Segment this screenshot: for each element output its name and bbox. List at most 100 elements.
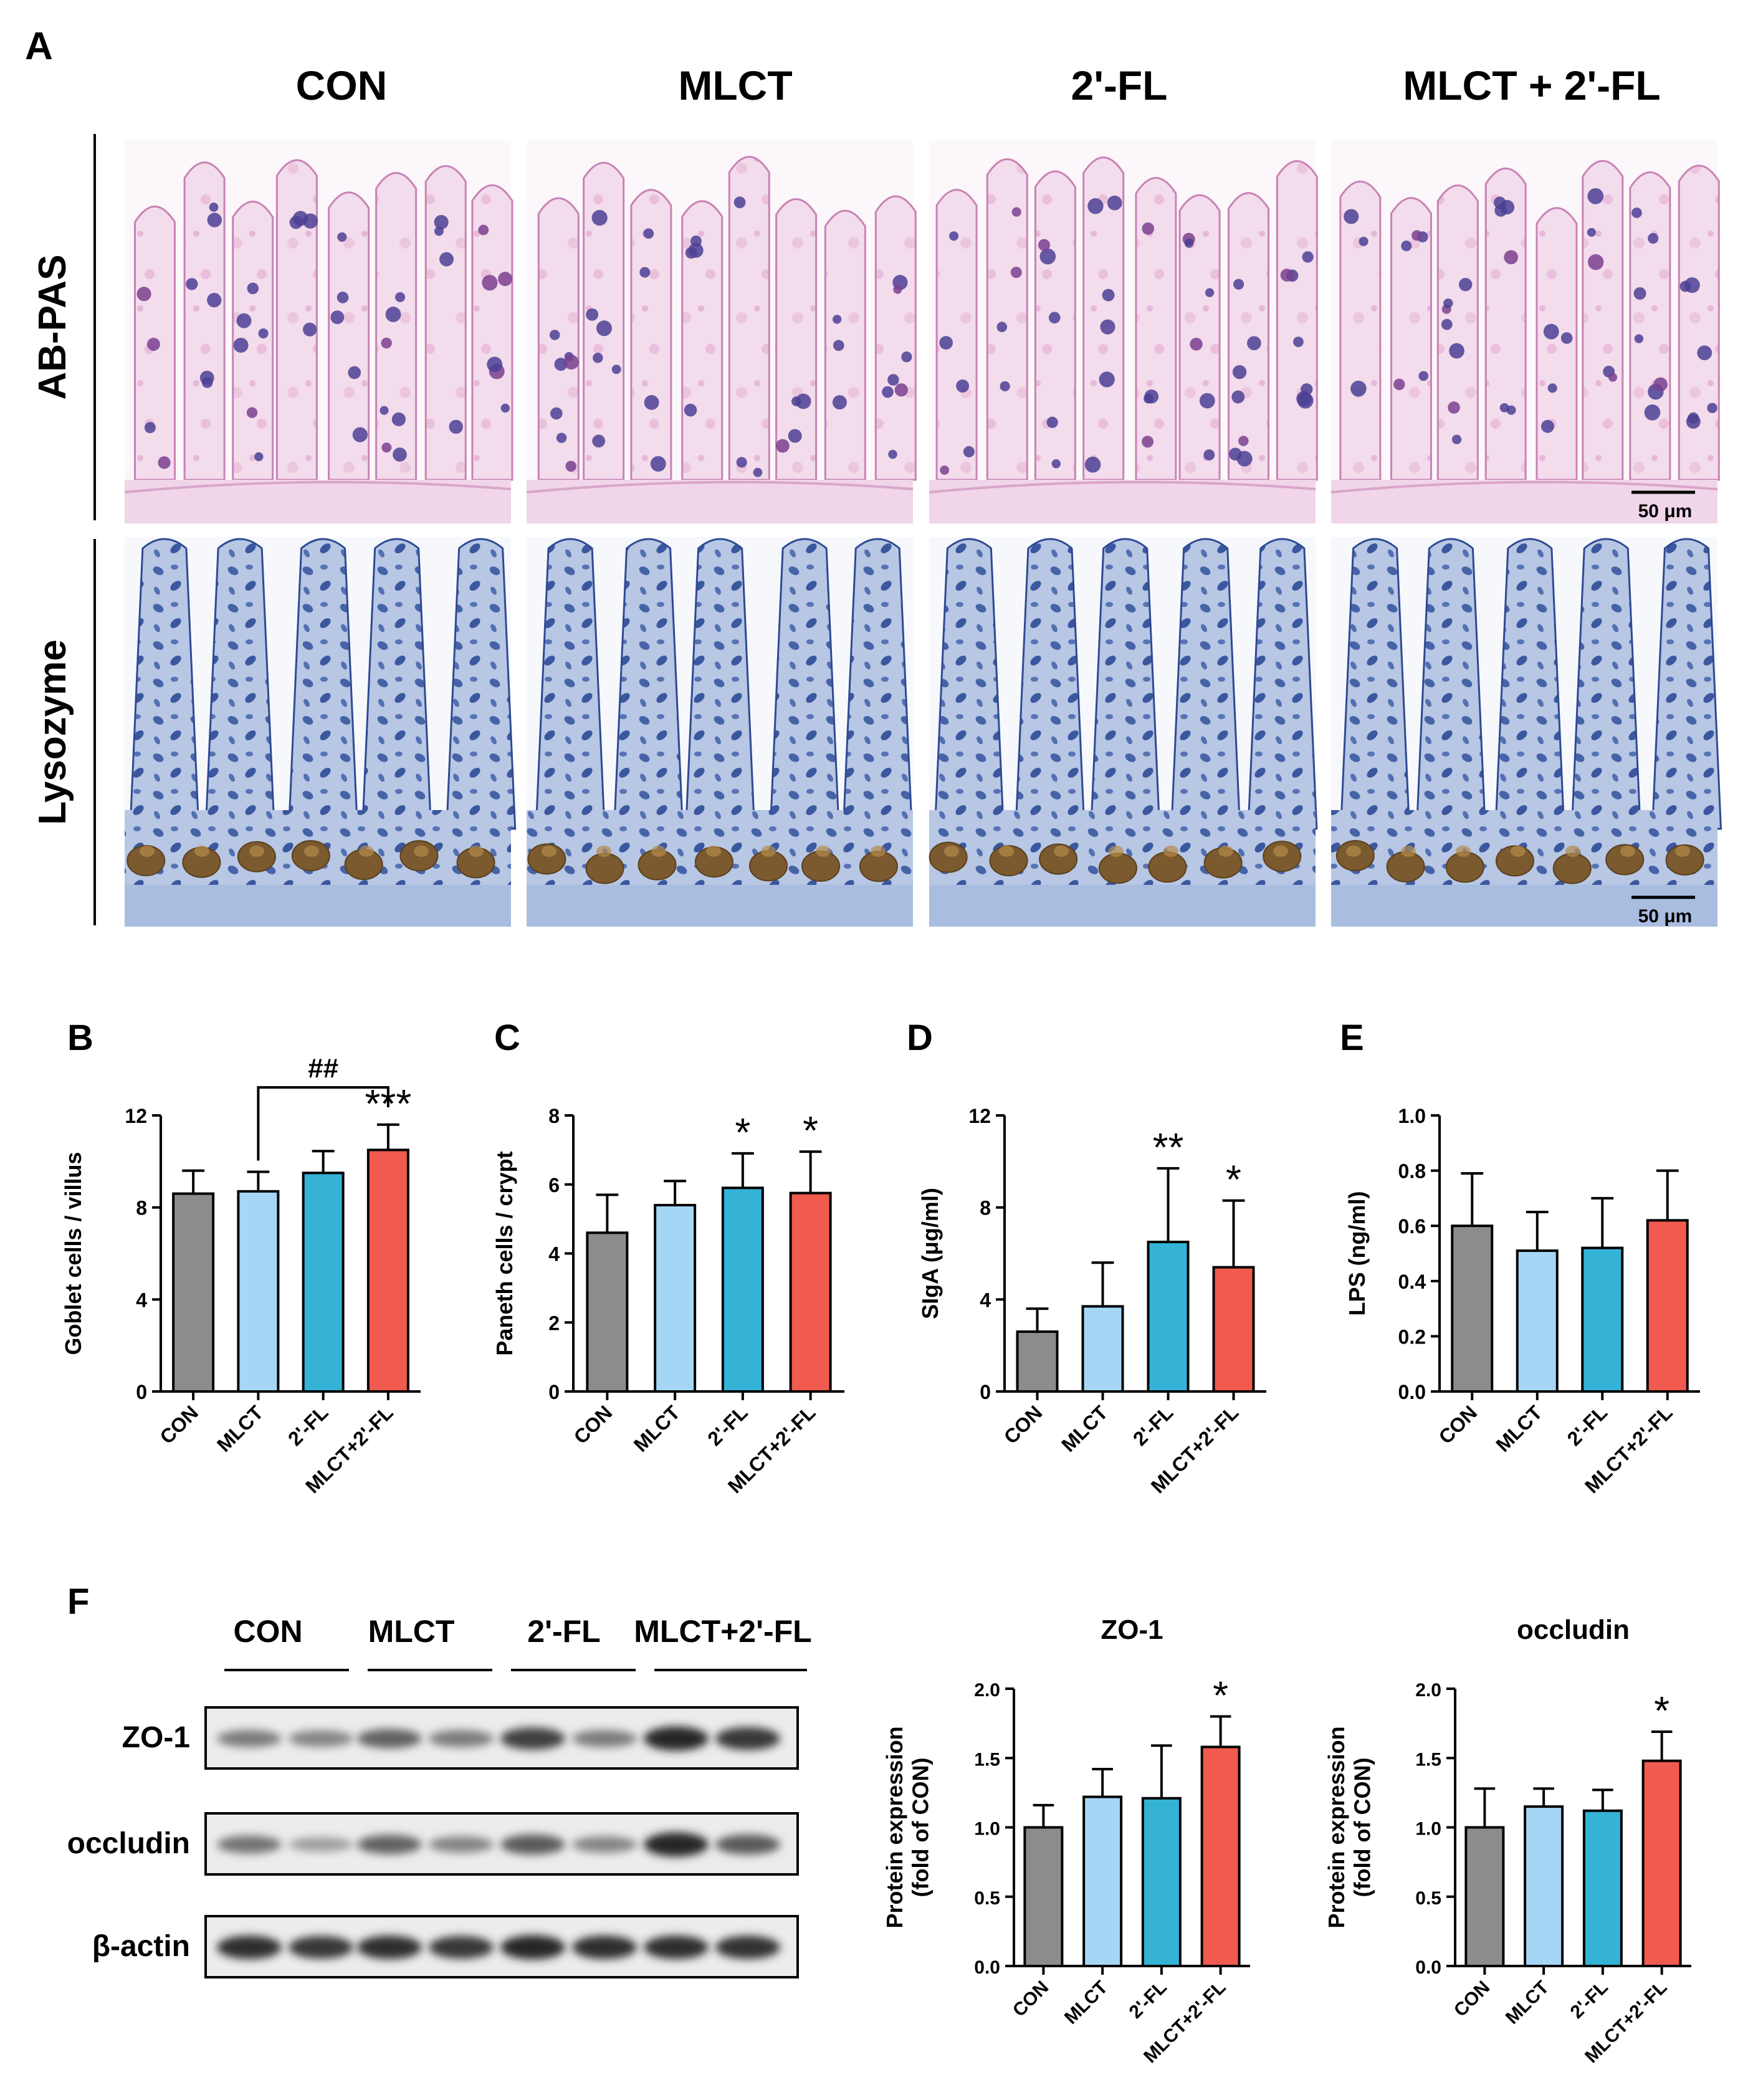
villus bbox=[1570, 538, 1641, 830]
y-axis-label: Paneth cells / crypt bbox=[492, 1151, 517, 1355]
goblet-cell bbox=[1011, 207, 1021, 217]
goblet-cell bbox=[1401, 241, 1412, 252]
x-tick-label: 2'-FL bbox=[1125, 1977, 1171, 2023]
goblet-cell bbox=[1707, 403, 1717, 413]
blot-band bbox=[500, 1935, 565, 1960]
goblet-cell bbox=[795, 393, 811, 409]
goblet-cell bbox=[639, 267, 651, 278]
chart-5: 0.0 0.5 1.0 1.5 2.0 Protein expression(fold o… bbox=[1324, 1615, 1691, 2067]
villus bbox=[1034, 170, 1076, 481]
x-tick-label: 2'-FL bbox=[703, 1401, 752, 1450]
blot-band bbox=[644, 1935, 709, 1959]
goblet-cell bbox=[1697, 345, 1712, 361]
x-tick-label: MLCT bbox=[1491, 1401, 1547, 1456]
bar-mlct bbox=[237, 1190, 280, 1393]
blot-band bbox=[715, 1727, 780, 1750]
y-tick-label: 0 bbox=[548, 1381, 560, 1403]
villus bbox=[1484, 167, 1527, 481]
column-header-2: 2'-FL bbox=[1071, 62, 1167, 108]
blot-band bbox=[357, 1935, 422, 1959]
goblet-cell bbox=[1000, 381, 1010, 391]
goblet-cell bbox=[1459, 277, 1473, 292]
bar-con bbox=[1464, 1826, 1505, 1967]
villus bbox=[1276, 160, 1318, 481]
blot-band bbox=[500, 1834, 565, 1855]
granule-highlight bbox=[596, 846, 611, 857]
significance-marker: * bbox=[1654, 1688, 1669, 1733]
goblet-cell bbox=[1451, 434, 1462, 444]
goblet-cell bbox=[1411, 230, 1423, 241]
x-tick-label: CON bbox=[570, 1401, 617, 1448]
y-tick-label: 0.0 bbox=[1415, 1957, 1441, 1978]
goblet-cell bbox=[1648, 233, 1659, 244]
goblet-cell bbox=[434, 215, 449, 230]
bar-mlct-2-fl bbox=[1641, 1759, 1682, 1967]
goblet-cell bbox=[939, 336, 953, 350]
x-tick-label: 2'-FL bbox=[1129, 1401, 1178, 1450]
goblet-cell bbox=[644, 395, 659, 410]
goblet-cell bbox=[1038, 239, 1051, 251]
goblet-cell bbox=[1560, 332, 1573, 344]
granule-highlight bbox=[194, 846, 209, 857]
blot-band bbox=[217, 1835, 282, 1854]
goblet-cell bbox=[1102, 289, 1115, 302]
paneth-granule bbox=[989, 845, 1028, 877]
panel-letter-c: C bbox=[494, 1018, 520, 1058]
comparison-bracket bbox=[257, 1086, 389, 1161]
goblet-cell bbox=[684, 403, 697, 417]
granule-highlight bbox=[304, 846, 319, 857]
goblet-cell bbox=[887, 374, 899, 386]
granule-highlight bbox=[249, 846, 264, 857]
goblet-cell bbox=[144, 422, 156, 434]
goblet-cell bbox=[736, 457, 747, 468]
goblet-cell bbox=[1233, 279, 1244, 290]
goblet-cell bbox=[940, 465, 950, 475]
y-axis-label: Protein expression(fold of CON) bbox=[882, 1726, 933, 1928]
submucosa bbox=[1331, 885, 1717, 927]
paneth-granule bbox=[1098, 852, 1137, 884]
y-tick-label: 6 bbox=[548, 1174, 560, 1196]
panel-letter-d: D bbox=[907, 1018, 933, 1058]
goblet-cell bbox=[136, 287, 151, 302]
y-tick-label: 2 bbox=[548, 1312, 560, 1334]
bar-2-fl bbox=[1141, 1797, 1182, 1967]
x-tick-label: CON bbox=[1009, 1977, 1053, 2021]
y-tick-label: 12 bbox=[968, 1105, 991, 1127]
goblet-cell bbox=[611, 365, 621, 375]
goblet-cell bbox=[209, 203, 219, 212]
blot-band bbox=[429, 1730, 494, 1747]
granule-highlight bbox=[706, 846, 721, 857]
x-tick-label: CON bbox=[155, 1401, 203, 1448]
goblet-cell bbox=[956, 379, 970, 393]
x-tick-label: CON bbox=[1000, 1401, 1047, 1448]
goblet-cell bbox=[592, 434, 606, 448]
y-axis-label-line: SIgA (μg/ml) bbox=[917, 1188, 943, 1319]
villus bbox=[842, 538, 913, 830]
goblet-cell bbox=[303, 322, 317, 336]
x-tick-label: MLCT bbox=[1502, 1977, 1553, 2028]
paneth-granule bbox=[1552, 852, 1592, 884]
y-tick-label: 12 bbox=[125, 1105, 147, 1127]
goblet-cell bbox=[1087, 198, 1104, 214]
goblet-cell bbox=[1084, 456, 1101, 473]
y-axis-label: LPS (ng/ml) bbox=[1344, 1191, 1370, 1316]
bar-con bbox=[1023, 1826, 1064, 1967]
goblet-cell bbox=[348, 366, 361, 379]
granule-highlight bbox=[944, 846, 959, 857]
blot-band bbox=[715, 1834, 780, 1855]
granule-highlight bbox=[1218, 846, 1233, 857]
villus bbox=[232, 201, 274, 481]
y-tick-label: 0 bbox=[980, 1381, 991, 1403]
chart-3: 0.0 0.2 0.4 0.6 0.8 1.0 LPS (ng/ml) CON MLCT 2'-F… bbox=[1344, 1105, 1700, 1497]
y-tick-label: 4 bbox=[136, 1289, 147, 1311]
granule-highlight bbox=[542, 846, 556, 857]
goblet-cell bbox=[888, 449, 897, 459]
bar-2-fl bbox=[721, 1186, 764, 1393]
goblet-cell bbox=[1631, 208, 1642, 218]
goblet-cell bbox=[733, 196, 746, 209]
significance-marker: * bbox=[735, 1110, 750, 1155]
y-tick-label: 0.5 bbox=[974, 1888, 1000, 1909]
goblet-cell bbox=[201, 377, 213, 388]
granule-highlight bbox=[1054, 846, 1069, 857]
